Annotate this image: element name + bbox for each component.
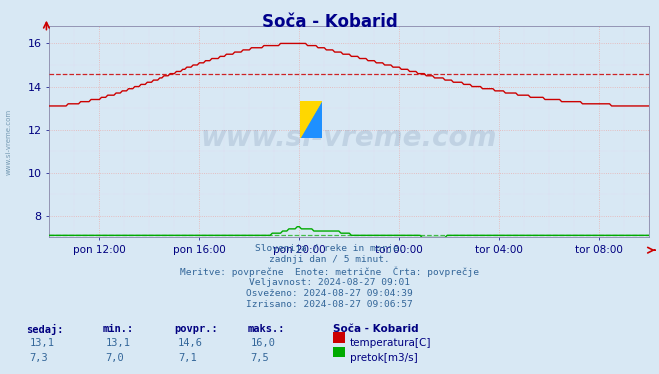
Text: www.si-vreme.com: www.si-vreme.com xyxy=(201,124,498,152)
Text: temperatura[C]: temperatura[C] xyxy=(350,338,432,349)
Text: zadnji dan / 5 minut.: zadnji dan / 5 minut. xyxy=(269,255,390,264)
Text: 7,1: 7,1 xyxy=(178,353,196,363)
Text: 13,1: 13,1 xyxy=(30,338,55,349)
Text: pretok[m3/s]: pretok[m3/s] xyxy=(350,353,418,363)
Polygon shape xyxy=(300,101,322,138)
Text: 14,6: 14,6 xyxy=(178,338,203,349)
Text: www.si-vreme.com: www.si-vreme.com xyxy=(5,109,12,175)
Text: maks.:: maks.: xyxy=(247,324,285,334)
Text: Veljavnost: 2024-08-27 09:01: Veljavnost: 2024-08-27 09:01 xyxy=(249,278,410,286)
Text: Meritve: povprečne  Enote: metrične  Črta: povprečje: Meritve: povprečne Enote: metrične Črta:… xyxy=(180,266,479,277)
Polygon shape xyxy=(300,101,322,138)
Text: sedaj:: sedaj: xyxy=(26,324,64,334)
Text: Izrisano: 2024-08-27 09:06:57: Izrisano: 2024-08-27 09:06:57 xyxy=(246,300,413,309)
Text: Soča - Kobarid: Soča - Kobarid xyxy=(262,13,397,31)
Text: Slovenija / reke in morje.: Slovenija / reke in morje. xyxy=(255,244,404,253)
Text: 7,0: 7,0 xyxy=(105,353,124,363)
Text: Soča - Kobarid: Soča - Kobarid xyxy=(333,324,418,334)
Text: 13,1: 13,1 xyxy=(105,338,130,349)
Text: min.:: min.: xyxy=(102,324,133,334)
Text: povpr.:: povpr.: xyxy=(175,324,218,334)
Text: Osveženo: 2024-08-27 09:04:39: Osveženo: 2024-08-27 09:04:39 xyxy=(246,289,413,298)
Text: 7,5: 7,5 xyxy=(250,353,269,363)
Text: 7,3: 7,3 xyxy=(30,353,48,363)
Text: 16,0: 16,0 xyxy=(250,338,275,349)
